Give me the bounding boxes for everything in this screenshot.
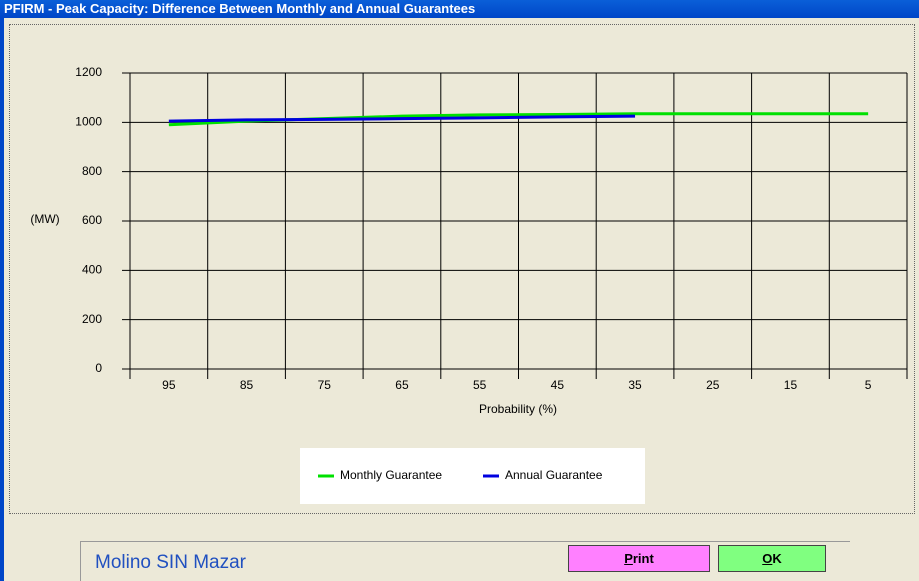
x-tick-label: 35 <box>628 378 642 392</box>
project-name: Molino SIN Mazar <box>95 552 246 573</box>
ok-button[interactable]: OK <box>718 545 826 572</box>
chart: (MW) Probability (%) 0 200 400 600 800 1000 12… <box>30 65 908 504</box>
y-tick-label: 1200 <box>75 65 102 79</box>
x-tick-label: 5 <box>865 378 872 392</box>
x-tick-label: 85 <box>240 378 254 392</box>
y-tick-label: 200 <box>82 312 102 326</box>
chart-panel <box>9 24 915 514</box>
button-label: Print <box>624 551 654 566</box>
x-tick-label: 45 <box>551 378 565 392</box>
x-tick-label: 25 <box>706 378 720 392</box>
series-line <box>168 114 636 123</box>
x-tick-label: 95 <box>162 378 176 392</box>
x-tick-label: 75 <box>318 378 332 392</box>
x-axis-label: Probability (%) <box>479 402 557 416</box>
print-button[interactable]: Print <box>568 545 710 572</box>
x-tick-label: 15 <box>784 378 798 392</box>
y-tick-label: 0 <box>95 361 102 375</box>
y-axis-label: (MW) <box>30 212 59 226</box>
title-bar: PFIRM - Peak Capacity: Difference Betwee… <box>0 0 919 18</box>
x-tick-label: 55 <box>473 378 487 392</box>
y-tick-label: 800 <box>82 164 102 178</box>
project-box: Molino SIN Mazar <box>80 541 850 581</box>
y-tick-label: 600 <box>82 213 102 227</box>
legend-label: Monthly Guarantee <box>340 468 442 482</box>
legend-box <box>300 448 645 504</box>
legend-label: Annual Guarantee <box>505 468 603 482</box>
button-label: OK <box>762 551 782 566</box>
window-frame <box>0 18 4 581</box>
y-tick-label: 1000 <box>75 115 102 129</box>
x-tick-label: 65 <box>395 378 409 392</box>
y-tick-label: 400 <box>82 263 102 277</box>
